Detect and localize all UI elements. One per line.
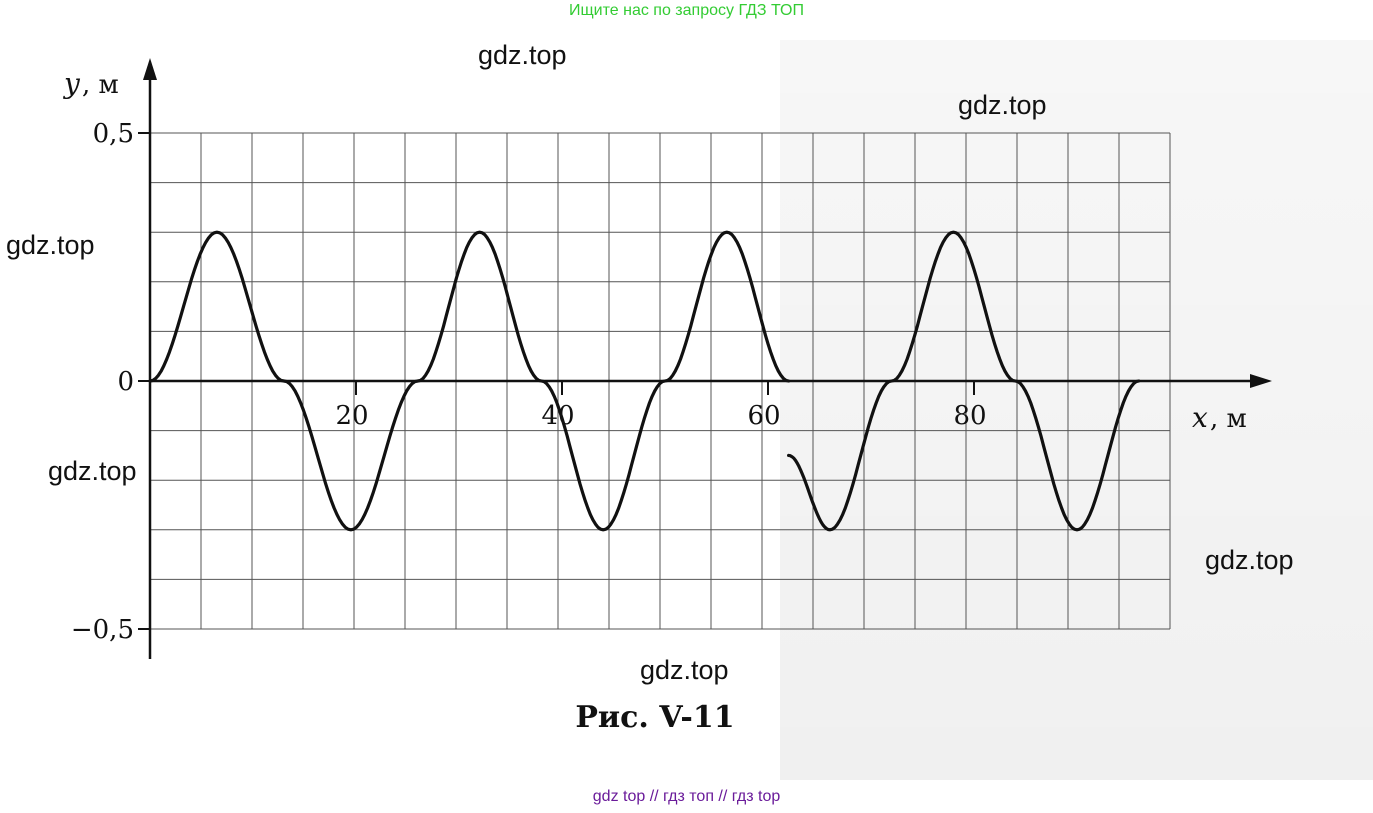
y-axis-unit: , м	[82, 70, 119, 100]
ticks: 0,50−0,520 40 60 80	[71, 119, 987, 645]
top-banner: Ищите нас по запросу ГДЗ ТОП	[569, 2, 804, 19]
y-axis-arrow	[143, 58, 157, 80]
y-tick-label: 0	[117, 367, 134, 397]
watermark: gdz.top	[48, 456, 137, 486]
x-tick-label: 60	[747, 401, 780, 431]
y-tick-label: −0,5	[71, 615, 134, 645]
x-axis-label: x	[1192, 401, 1208, 434]
watermark: gdz.top	[640, 655, 729, 685]
x-axis-unit: , м	[1210, 404, 1247, 434]
watermark: gdz.top	[958, 90, 1047, 120]
watermark: gdz.top	[6, 230, 95, 260]
series-line-1	[148, 230, 791, 532]
series	[148, 230, 1141, 532]
x-tick-label: 80	[953, 401, 986, 431]
x-axis-arrow	[1250, 374, 1272, 388]
background-texture	[780, 40, 1373, 780]
watermark: gdz.top	[478, 40, 567, 70]
bottom-banner: gdz top // гдз топ // гдз top	[592, 788, 781, 805]
axes	[143, 58, 1272, 659]
figure-caption: Рис. V-11	[575, 700, 735, 735]
y-tick-label: 0,5	[93, 119, 134, 149]
watermark: gdz.top	[1205, 545, 1294, 575]
y-axis-label: y	[62, 67, 81, 100]
series-line-2	[787, 230, 1141, 532]
x-tick-label: 20	[335, 401, 368, 431]
